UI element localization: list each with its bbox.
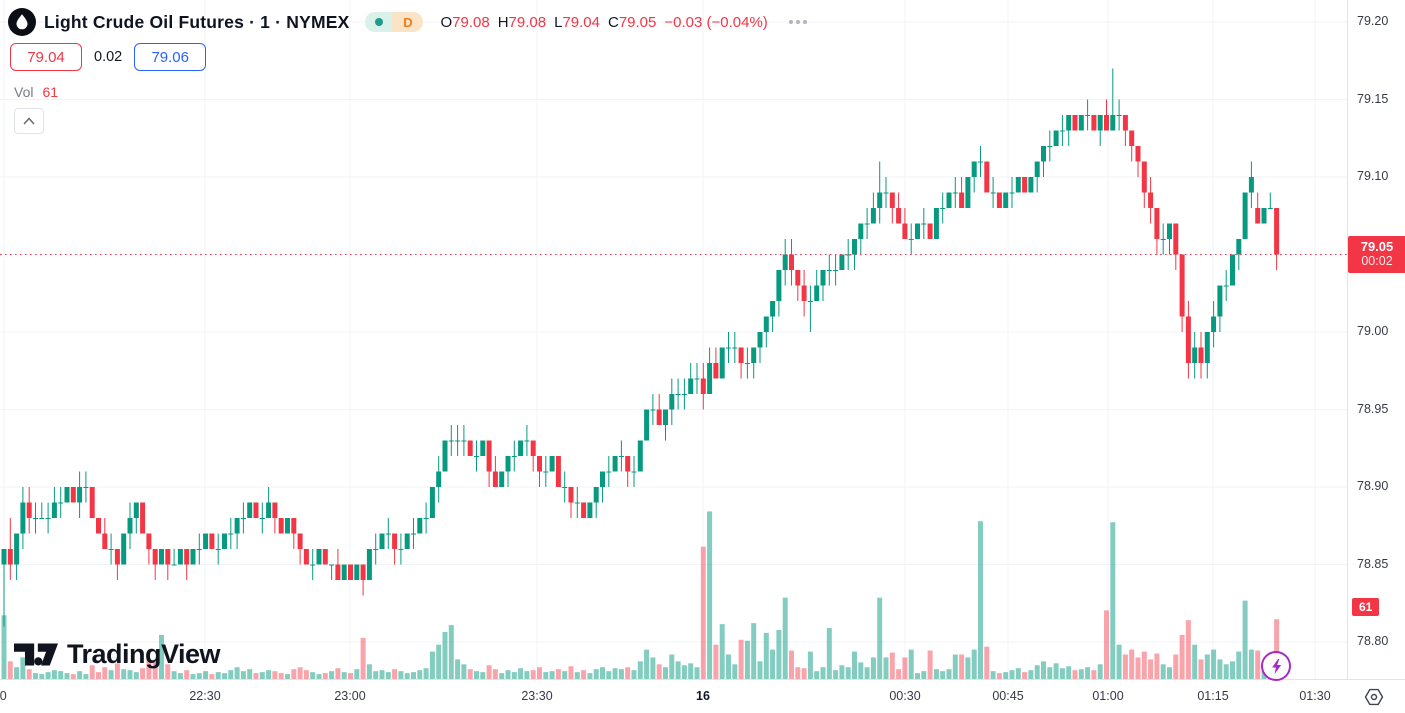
time-tick-label: 22:30 [189, 689, 221, 703]
volume-badge: 61 [1352, 598, 1380, 617]
close-value: 79.05 [618, 13, 657, 31]
price-tick-label: 78.90 [1357, 479, 1389, 493]
bar-countdown: 00:02 [1361, 253, 1393, 268]
last-price-label: 79.05 00:02 [1348, 235, 1405, 273]
time-axis[interactable]: 22:00 22:30 23:00 23:30 16 00:30 00:45 01:00 01:… [0, 679, 1405, 713]
open-label: O [440, 13, 453, 31]
more-options-icon[interactable] [788, 20, 807, 24]
price-tick-label: 79.10 [1357, 169, 1389, 183]
symbol-title[interactable]: Light Crude Oil Futures · 1 · NYMEX [44, 11, 350, 32]
price-tick-label: 78.85 [1357, 556, 1389, 571]
low-value: 79.04 [562, 13, 600, 31]
last-price-value: 79.05 [1360, 238, 1394, 254]
price-tick-label: 79.00 [1357, 324, 1389, 338]
tradingview-wordmark: TradingView [67, 639, 221, 669]
volume-indicator-row: Vol 61 [14, 84, 807, 100]
symbol-row: Light Crude Oil Futures · 1 · NYMEX D O7… [8, 8, 807, 36]
tradingview-logo-icon [14, 643, 58, 666]
close-label: C [607, 13, 619, 31]
time-tick-label: 22:00 [0, 689, 7, 703]
open-value: 79.08 [452, 13, 490, 31]
price-tick-label: 79.20 [1357, 14, 1389, 28]
high-value: 79.08 [508, 13, 547, 31]
spread-value: 0.02 [94, 49, 123, 65]
market-status-pill[interactable]: D [365, 12, 424, 32]
time-tick-label: 00:30 [889, 689, 921, 703]
collapse-legend-button[interactable] [14, 108, 44, 134]
quote-row: 79.04 0.02 79.06 [8, 43, 807, 71]
time-tick-label: 23:30 [521, 689, 553, 703]
time-tick-label: 01:30 [1299, 689, 1331, 703]
ohlc-legend: O79.08 H79.08 L79.04 C79.05 −0.03 (−0.04… [440, 14, 775, 31]
time-tick-label: 00:45 [992, 689, 1024, 703]
low-label: L [554, 13, 563, 31]
change-value: −0.03 (−0.04%) [664, 13, 768, 31]
time-tick-label: 01:00 [1092, 689, 1124, 703]
scales-settings-icon[interactable] [1364, 687, 1384, 707]
time-tick-label: 16 [696, 689, 710, 703]
time-tick-label: 01:15 [1197, 689, 1229, 703]
volume-label: Vol [14, 84, 34, 100]
buy-ask-button[interactable]: 79.06 [134, 43, 207, 71]
quick-trade-button[interactable] [1261, 651, 1291, 681]
price-axis[interactable]: 79.20 79.15 79.10 79.00 78.95 78.90 78.85 78.80… [1347, 0, 1405, 679]
sell-bid-button[interactable]: 79.04 [10, 43, 82, 71]
volume-value: 61 [42, 84, 59, 100]
delayed-data-indicator: D [392, 12, 424, 32]
market-open-dot-icon [374, 18, 383, 26]
time-tick-label: 23:00 [334, 689, 366, 703]
high-label: H [497, 13, 509, 31]
price-chart-canvas[interactable] [0, 0, 1347, 679]
chevron-up-icon [23, 117, 35, 125]
price-tick-label: 79.15 [1357, 91, 1389, 106]
price-tick-label: 78.95 [1357, 401, 1389, 416]
oil-symbol-icon [8, 8, 36, 36]
price-tick-label: 78.80 [1357, 634, 1389, 648]
tradingview-watermark: TradingView [14, 639, 221, 670]
chart-legend: Light Crude Oil Futures · 1 · NYMEX D O7… [8, 8, 807, 100]
market-open-indicator [365, 12, 393, 32]
lightning-bolt-icon [1271, 658, 1281, 674]
